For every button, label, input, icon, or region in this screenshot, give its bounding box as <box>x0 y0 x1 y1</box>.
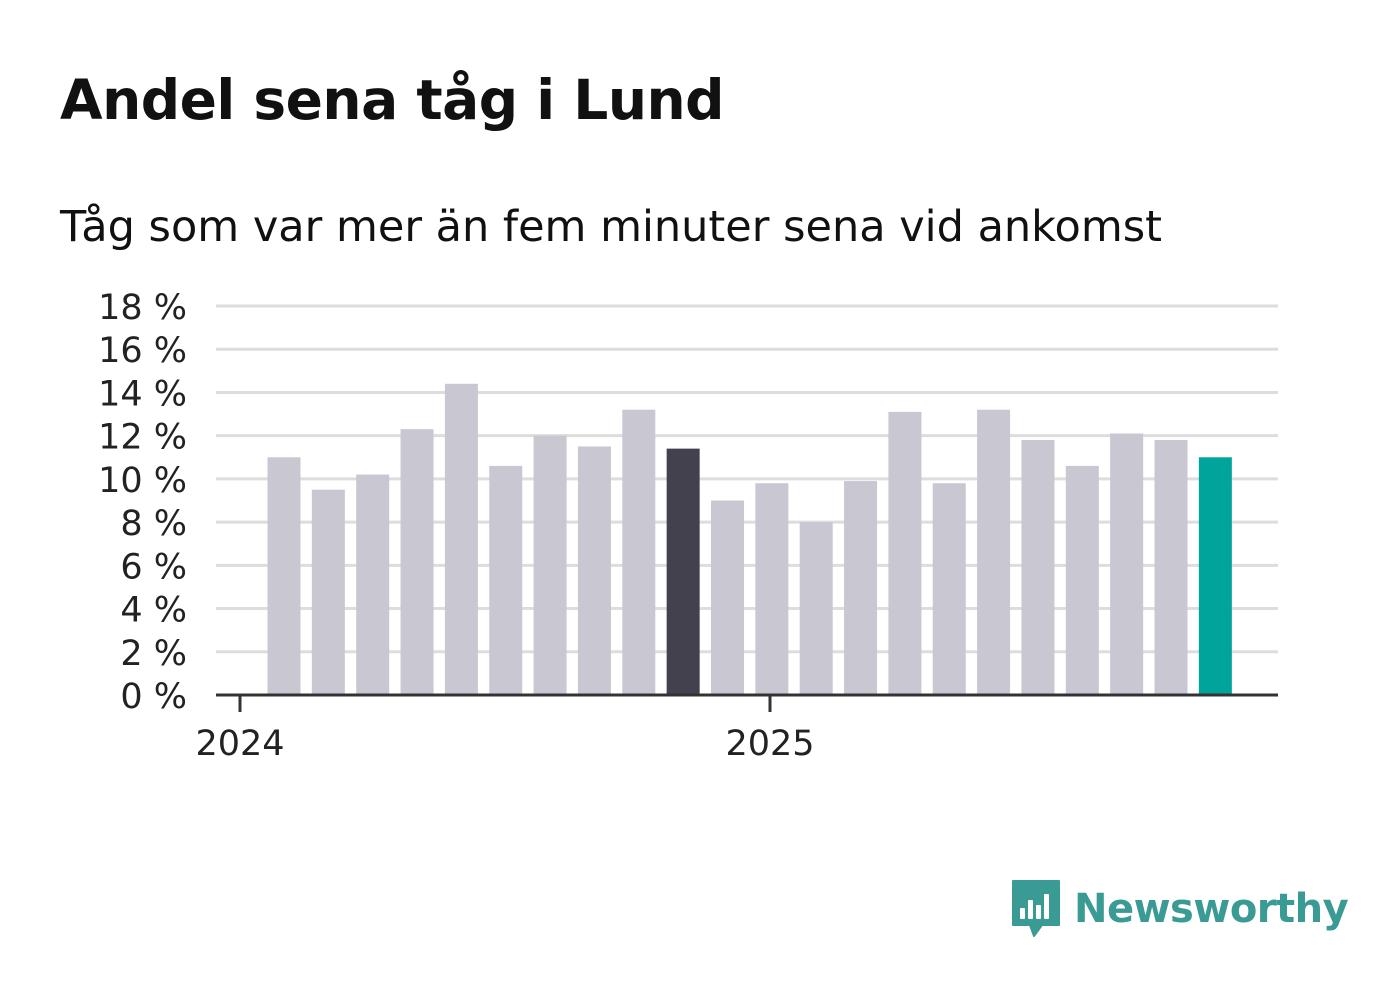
y-tick-label: 0 % <box>120 677 187 717</box>
bar <box>533 435 567 695</box>
y-tick-label: 4 % <box>120 591 187 631</box>
newsworthy-logo: Newsworthy <box>1010 878 1349 940</box>
y-tick-label: 14 % <box>98 374 187 414</box>
y-tick-label: 10 % <box>98 461 187 501</box>
bar <box>799 522 833 695</box>
grid-lines <box>216 304 1278 654</box>
chart-subtitle: Tåg som var mer än fem minuter sena vid … <box>60 202 1163 252</box>
bar <box>400 429 434 695</box>
bar <box>666 448 700 695</box>
bar <box>489 465 523 695</box>
bar <box>1021 439 1055 695</box>
bar <box>977 409 1011 695</box>
y-tick-label: 18 % <box>98 288 187 328</box>
y-tick-label: 8 % <box>120 504 187 544</box>
bar <box>444 383 478 695</box>
x-tick-label: 2025 <box>725 724 814 764</box>
bar <box>577 446 611 695</box>
bars <box>267 383 1232 695</box>
x-axis: 2024 2025 <box>195 693 1278 764</box>
bar <box>267 457 301 695</box>
bar <box>1110 433 1144 695</box>
bar <box>755 483 789 695</box>
bar <box>356 474 390 695</box>
newsworthy-logo-icon <box>1012 880 1060 937</box>
y-tick-label: 16 % <box>98 331 187 371</box>
bar <box>711 500 744 695</box>
bar <box>622 409 656 695</box>
y-tick-label: 2 % <box>120 634 187 674</box>
bar <box>1198 457 1232 695</box>
chart-title: Andel sena tåg i Lund <box>60 68 725 132</box>
y-tick-label: 6 % <box>120 547 187 587</box>
bar <box>844 481 878 695</box>
bar <box>888 411 922 695</box>
y-axis-ticks: 0 %2 %4 %6 %8 %10 %12 %14 %16 %18 % <box>98 288 187 717</box>
bar <box>932 483 966 695</box>
bar <box>1154 439 1188 695</box>
bar <box>1065 465 1099 695</box>
bar <box>311 489 345 695</box>
x-tick-label: 2024 <box>195 724 284 764</box>
y-tick-label: 12 % <box>98 418 187 458</box>
brand-name: Newsworthy <box>1074 886 1349 932</box>
